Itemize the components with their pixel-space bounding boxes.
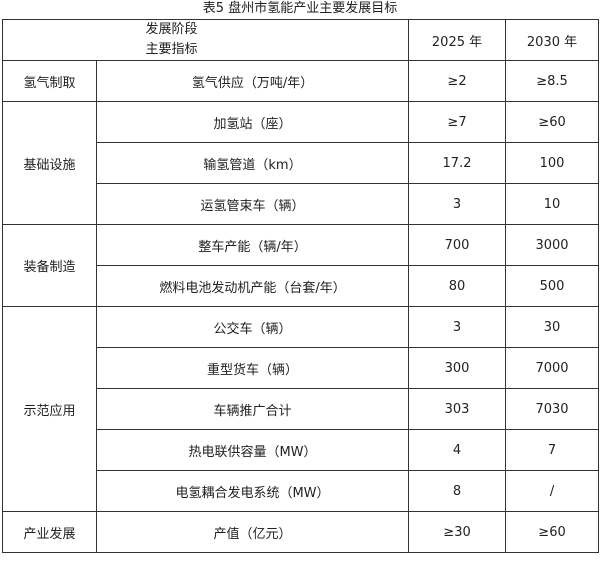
header-indicator-label: 主要指标 [145, 42, 198, 57]
indicator-cell: 重型货车（辆） [95, 347, 410, 389]
value-2025-cell: 17.2 [408, 142, 507, 184]
indicator-cell: 车辆推广合计 [95, 388, 410, 430]
value-2030-cell: 7000 [505, 347, 600, 389]
value-2025-cell: 3 [408, 183, 507, 225]
value-2030-cell: 500 [505, 265, 600, 307]
development-targets-table: 发展阶段 主要指标 2025 年 2030 年 氢气制取 氢气供应（万吨/年） ≥2… [1, 19, 600, 553]
value-2025-cell: 4 [408, 429, 507, 471]
indicator-cell: 热电联供容量（MW） [95, 429, 410, 471]
value-2025-cell: ≥2 [408, 60, 507, 102]
indicator-cell: 公交车（辆） [95, 306, 410, 348]
value-2030-cell: 7030 [505, 388, 600, 430]
value-2025-cell: 303 [408, 388, 507, 430]
indicator-cell: 燃料电池发动机产能（台套/年） [95, 265, 410, 307]
value-2025-cell: 700 [408, 224, 507, 266]
table-row: 产业发展 产值（亿元） ≥30 ≥60 [2, 511, 600, 553]
table-row: 示范应用 公交车（辆） 3 30 [2, 306, 600, 512]
value-2030-cell: 7 [505, 429, 600, 471]
value-2030-cell: 30 [505, 306, 600, 348]
value-2025-cell: 80 [408, 265, 507, 307]
header-stage-indicator: 发展阶段 主要指标 [1, 19, 410, 61]
header-year-2025: 2025 年 [408, 19, 507, 61]
value-2030-cell: 100 [505, 142, 600, 184]
table-row: 装备制造 整车产能（辆/年） 700 3000 [2, 224, 600, 307]
header-year-2030: 2030 年 [505, 19, 600, 61]
value-2025-cell: 3 [408, 306, 507, 348]
value-2025-cell: 300 [408, 347, 507, 389]
table-title: 表5 盘州市氢能产业主要发展目标 [202, 1, 398, 16]
value-2030-cell: 3000 [505, 224, 600, 266]
table-row: 重型货车（辆） 300 7000 [3, 347, 600, 389]
value-2030-cell: ≥8.5 [505, 60, 600, 102]
value-2025-cell: ≥7 [408, 101, 507, 143]
value-2030-cell: ≥60 [505, 101, 600, 143]
category-cell: 氢气制取 [2, 60, 97, 102]
indicator-cell: 输氢管道（km） [95, 142, 410, 184]
category-cell: 产业发展 [2, 511, 97, 553]
table-row: 输氢管道（km） 17.2 100 [3, 142, 600, 184]
table-row: 电氢耦合发电系统（MW） 8/ [3, 470, 600, 512]
indicator-cell: 整车产能（辆/年） [95, 224, 410, 266]
indicator-cell: 产值（亿元） [95, 511, 410, 553]
value-2030-cell: / [505, 470, 600, 512]
category-cell: 基础设施 [2, 101, 97, 225]
indicator-cell: 加氢站（座） [95, 101, 410, 143]
category-cell: 装备制造 [2, 224, 97, 307]
table-row: 基础设施 加氢站（座） ≥7 ≥60 [2, 101, 600, 225]
value-2030-cell: ≥60 [505, 511, 600, 553]
indicator-cell: 电氢耦合发电系统（MW） [95, 470, 410, 512]
value-2030-cell: 10 [505, 183, 600, 225]
value-2025-cell: ≥30 [408, 511, 507, 553]
table-row: 氢气制取 氢气供应（万吨/年） ≥2 ≥8.5 [2, 60, 600, 102]
header-stage-label: 发展阶段 [145, 22, 198, 37]
category-cell: 示范应用 [2, 306, 97, 512]
indicator-cell: 氢气供应（万吨/年） [95, 60, 410, 102]
indicator-cell: 运氢管束车（辆） [95, 183, 410, 225]
table-row: 运氢管束车（辆） 3 10 [3, 183, 600, 225]
table-row: 燃料电池发动机产能（台套/年） 80 500 [3, 265, 600, 307]
value-2025-cell: 8 [408, 470, 507, 512]
header-row: 发展阶段 主要指标 2025 年 2030 年 [1, 19, 600, 61]
table-row: 热电联供容量（MW） 4 7 [3, 429, 600, 471]
